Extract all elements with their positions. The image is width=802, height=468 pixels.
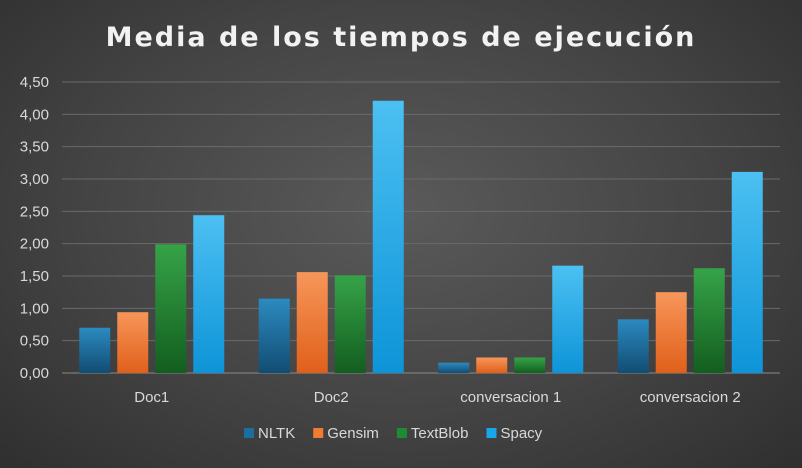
bar-nltk-4 bbox=[617, 319, 649, 373]
legend-label-gensim: Gensim bbox=[327, 425, 379, 442]
legend-swatch-nltk bbox=[244, 428, 254, 438]
x-category-label: conversacion 1 bbox=[460, 389, 561, 406]
bar-spacy-2 bbox=[372, 100, 404, 374]
bar-spacy-3 bbox=[552, 265, 584, 373]
legend-label-nltk: NLTK bbox=[258, 425, 295, 442]
y-tick-label: 4,50 bbox=[20, 74, 49, 91]
bar-nltk-2 bbox=[258, 298, 290, 373]
bar-nltk-1 bbox=[79, 327, 111, 373]
chart-title: Media de los tiempos de ejecución bbox=[106, 22, 697, 53]
y-tick-label: 3,00 bbox=[20, 171, 49, 188]
y-tick-label: 2,50 bbox=[20, 203, 49, 220]
bar-gensim-1 bbox=[117, 312, 149, 373]
bar-spacy-1 bbox=[193, 215, 225, 373]
y-tick-label: 2,00 bbox=[20, 236, 49, 253]
y-tick-label: 4,00 bbox=[20, 106, 49, 123]
bar-nltk-3 bbox=[438, 362, 470, 373]
legend-swatch-textblob bbox=[396, 428, 407, 438]
legend-label-textblob: TextBlob bbox=[411, 425, 469, 442]
y-tick-label: 1,50 bbox=[20, 268, 49, 285]
bar-spacy-4 bbox=[731, 171, 763, 373]
bar-textblob-4 bbox=[693, 268, 725, 373]
x-category-label: conversacion 2 bbox=[640, 389, 741, 406]
legend-label-spacy: Spacy bbox=[500, 425, 542, 442]
x-category-label: Doc2 bbox=[314, 389, 349, 406]
x-category-label: Doc1 bbox=[134, 389, 169, 406]
bar-gensim-2 bbox=[296, 272, 328, 373]
y-tick-label: 0,50 bbox=[20, 333, 49, 350]
bar-gensim-3 bbox=[476, 357, 508, 373]
y-tick-label: 0,00 bbox=[20, 365, 49, 382]
legend-swatch-spacy bbox=[486, 428, 497, 438]
bar-textblob-1 bbox=[155, 244, 187, 373]
y-tick-label: 1,00 bbox=[20, 300, 49, 317]
bar-textblob-2 bbox=[334, 275, 366, 373]
bar-textblob-3 bbox=[514, 357, 546, 373]
legend-swatch-gensim bbox=[313, 428, 324, 438]
bar-gensim-4 bbox=[655, 292, 687, 373]
y-tick-label: 3,50 bbox=[20, 139, 49, 156]
